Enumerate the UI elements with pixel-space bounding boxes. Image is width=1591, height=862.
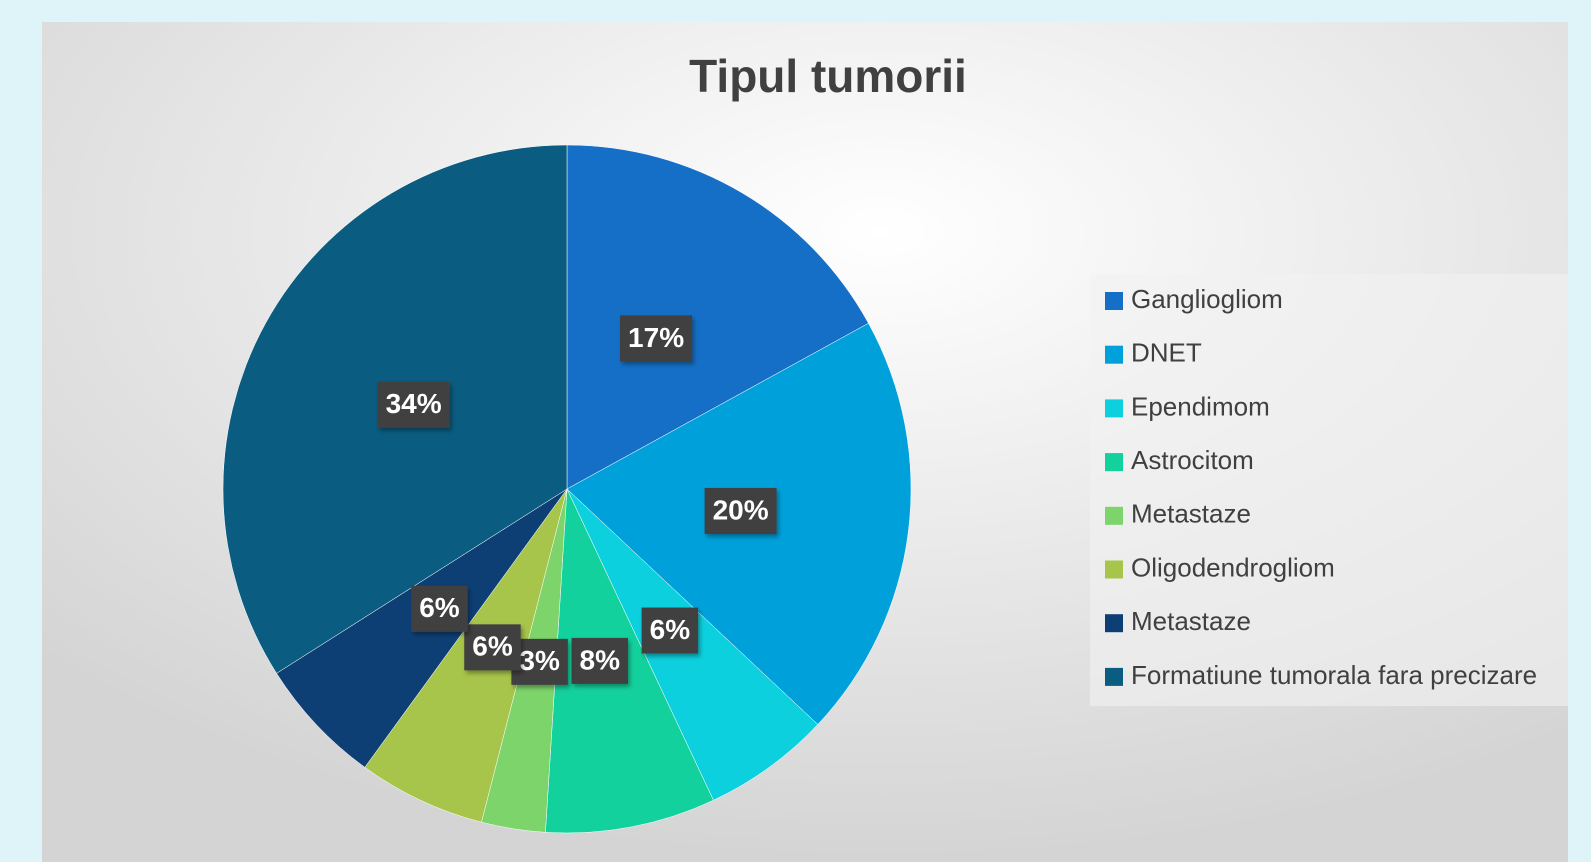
data-label: 6% (650, 614, 691, 645)
legend-label: Metastaze (1131, 499, 1251, 529)
data-label-box (571, 637, 629, 684)
data-label-box (704, 487, 777, 534)
legend-swatch (1105, 345, 1123, 364)
pie-slice (545, 488, 714, 834)
legend-swatch (1105, 614, 1123, 633)
pie-slice (566, 144, 869, 490)
chart-title: Tipul tumorii (689, 50, 967, 102)
data-label: 17% (628, 322, 684, 353)
data-label-box (641, 607, 699, 654)
data-label: 34% (386, 388, 442, 419)
data-label-box (511, 638, 568, 685)
data-label: 20% (713, 494, 769, 525)
legend-label: Astrocitom (1131, 445, 1254, 475)
data-label-box (620, 315, 693, 362)
legend-label: Oligodendrogliom (1131, 552, 1335, 582)
data-label: 3% (519, 645, 560, 676)
legend-box (1090, 274, 1568, 706)
data-label: 8% (580, 644, 621, 675)
legend-swatch (1105, 399, 1123, 418)
legend-swatch (1105, 560, 1123, 579)
legend-label: Gangliogliom (1131, 284, 1283, 314)
legend-label: Metastaze (1131, 606, 1251, 636)
legend-swatch (1105, 667, 1123, 686)
data-label: 6% (419, 592, 460, 623)
data-label-box (464, 624, 521, 671)
legend-label: Ependimom (1131, 391, 1270, 421)
data-label-box (411, 585, 468, 632)
legend-label: Formatiune tumorala fara precizare (1131, 660, 1537, 690)
legend-label: DNET (1131, 338, 1202, 368)
legend-swatch (1105, 506, 1123, 525)
data-label: 6% (472, 631, 513, 662)
plot: Tipul tumorii 17%20%6%8%3%6%6%34%Ganglio… (222, 50, 1568, 834)
legend-swatch (1105, 453, 1123, 472)
legend-swatch (1105, 292, 1123, 310)
data-label-box (377, 381, 450, 428)
